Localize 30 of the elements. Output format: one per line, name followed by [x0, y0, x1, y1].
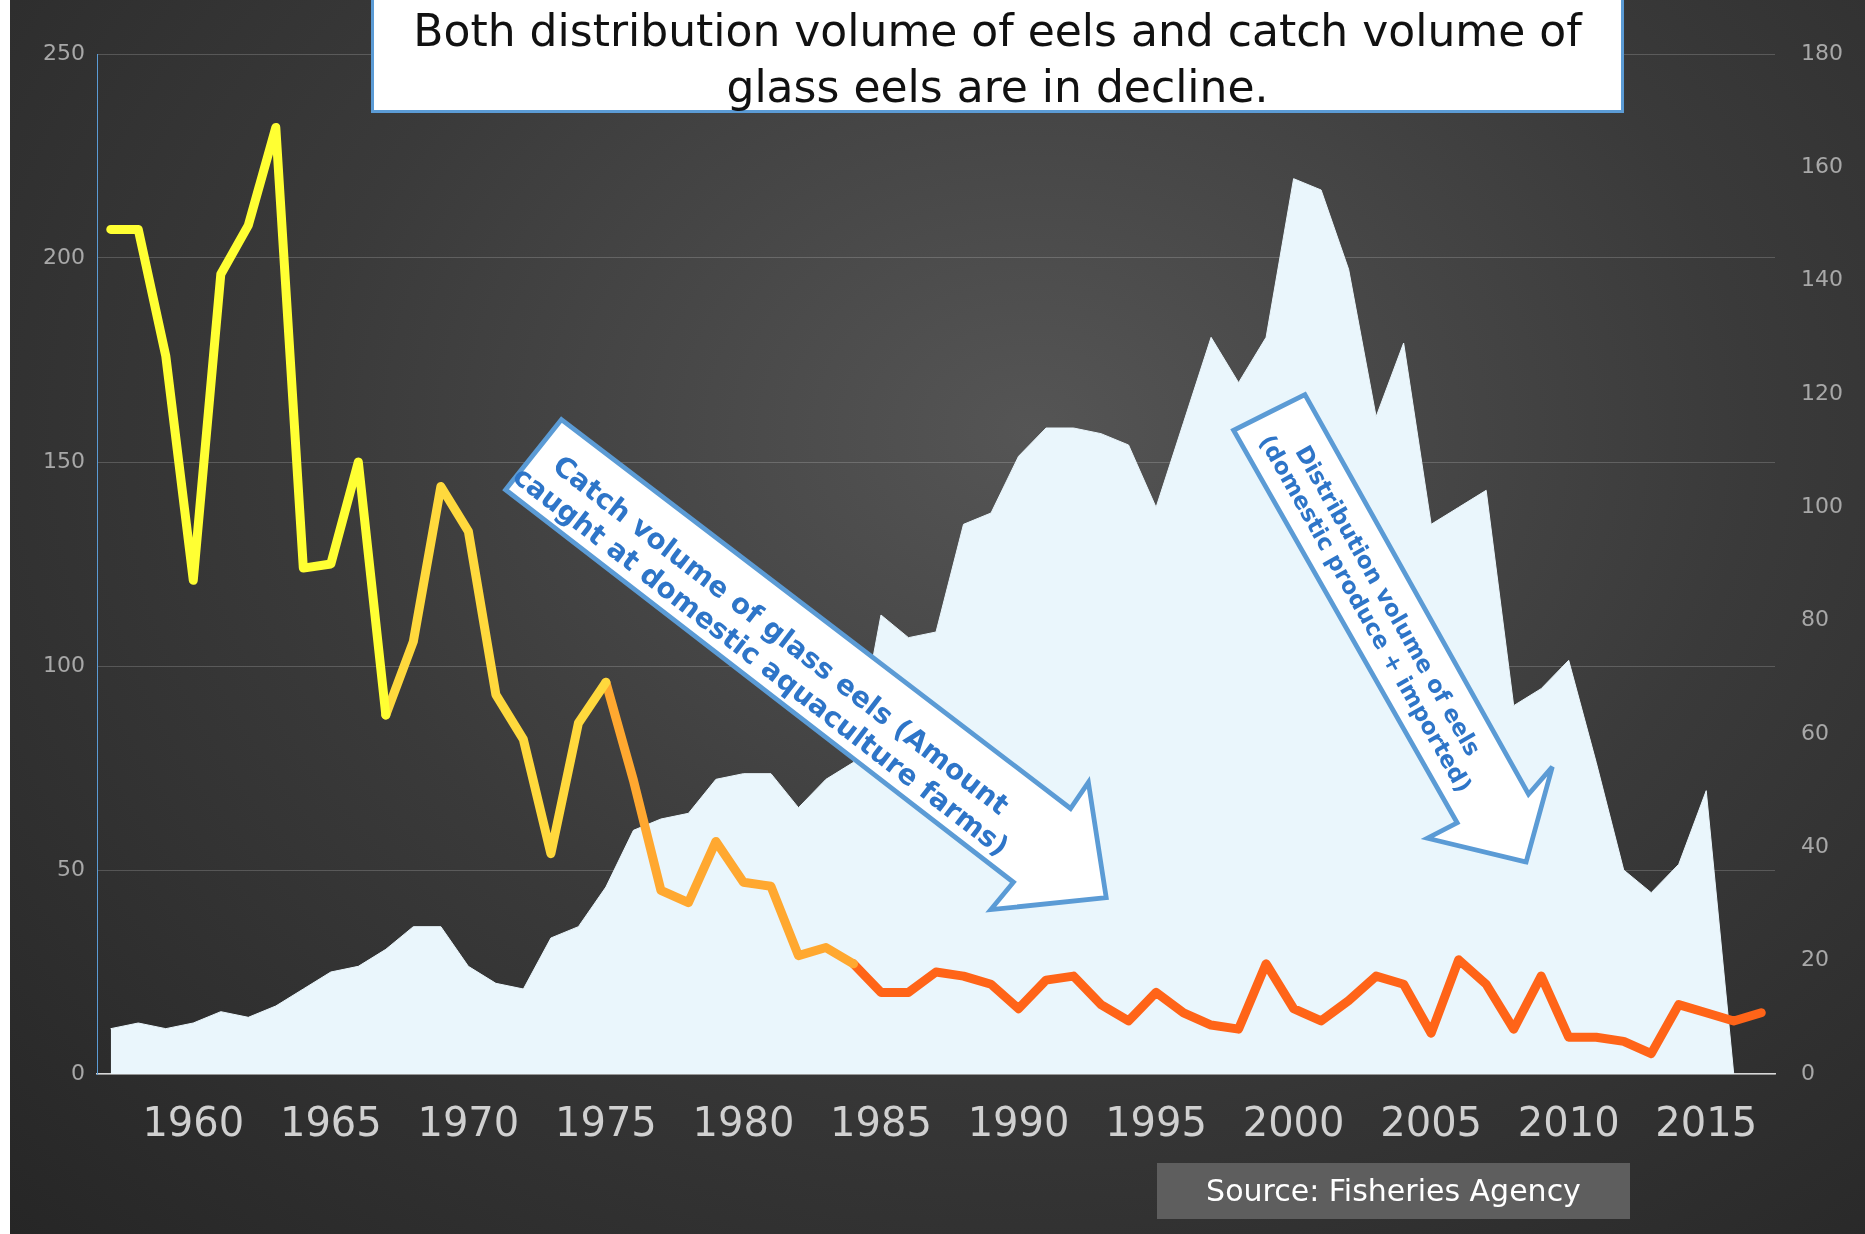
y2-tick-label: 20: [1801, 946, 1829, 972]
y2-tick-label: 140: [1801, 266, 1843, 292]
y-tick-label: 50: [57, 855, 85, 881]
y2-tick-label: 60: [1801, 719, 1829, 745]
y2-tick-label: 160: [1801, 153, 1843, 179]
chart-title: Both distribution volume of eels and catch volume of glass eels are in decline.: [371, 0, 1624, 113]
source-note: Source: Fisheries Agency: [1157, 1163, 1630, 1219]
x-tick-label: 1960: [142, 1099, 245, 1146]
x-tick-label: 2000: [1242, 1099, 1345, 1146]
y-tick-label: 0: [71, 1059, 85, 1085]
y2-tick-label: 120: [1801, 379, 1843, 405]
x-tick-label: 2005: [1380, 1099, 1483, 1146]
y-tick-label: 150: [43, 447, 85, 473]
y2-tick-label: 40: [1801, 833, 1829, 859]
x-tick-label: 1985: [830, 1099, 932, 1146]
y-tick-label: 100: [43, 651, 85, 677]
x-tick-label: 1965: [279, 1099, 382, 1146]
x-tick-label: 2015: [1655, 1099, 1758, 1146]
y2-tick-label: 0: [1801, 1059, 1815, 1085]
x-tick-label: 1990: [967, 1099, 1070, 1146]
y-tick-label: 250: [43, 39, 85, 65]
x-tick-label: 2010: [1517, 1099, 1620, 1146]
y2-tick-label: 80: [1801, 606, 1829, 632]
x-tick-label: 1975: [555, 1099, 657, 1146]
y2-tick-label: 100: [1801, 493, 1843, 519]
x-tick-label: 1970: [417, 1099, 520, 1146]
x-tick-label: 1980: [692, 1099, 795, 1146]
y-tick-label: 200: [43, 243, 85, 269]
x-tick-label: 1995: [1105, 1099, 1207, 1146]
y2-tick-label: 180: [1801, 39, 1843, 65]
